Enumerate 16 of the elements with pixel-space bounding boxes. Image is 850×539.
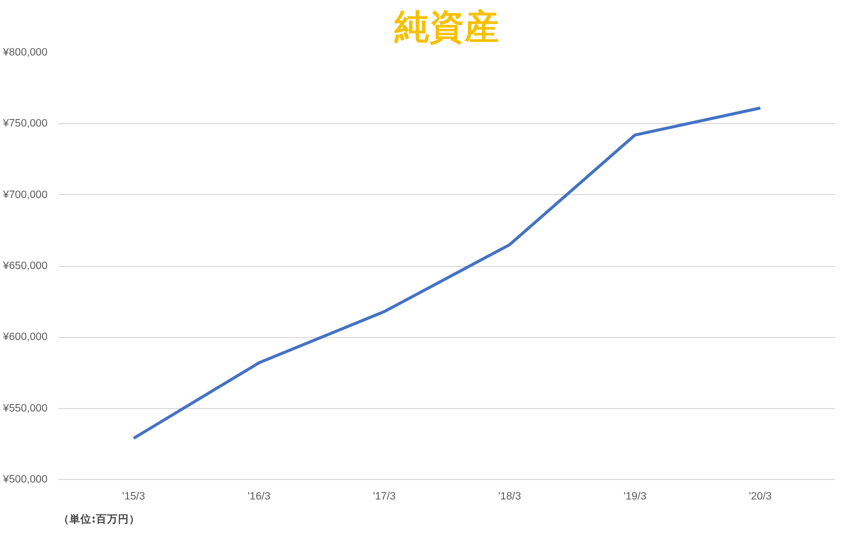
text: （単位:百万円） bbox=[58, 512, 140, 526]
y-tick-label: ¥500,000 bbox=[2, 474, 48, 486]
y-tick-label: ¥600,000 bbox=[2, 331, 48, 344]
x-tick-label: '16/3 bbox=[248, 490, 270, 502]
line-series bbox=[132, 106, 762, 440]
y-tick-label: ¥750,000 bbox=[2, 118, 48, 130]
x-tick-label: '17/3 bbox=[372, 490, 396, 502]
x-tick-label: '15/3 bbox=[122, 490, 146, 502]
y-tick-label: ¥650,000 bbox=[2, 260, 48, 272]
y-tick-label: ¥800,000 bbox=[2, 46, 48, 58]
x-tick-label: '18/3 bbox=[498, 490, 522, 502]
x-tick-label: '20/3 bbox=[748, 490, 772, 502]
y-tick-label: ¥700,000 bbox=[2, 188, 48, 201]
y-tick-label: ¥550,000 bbox=[2, 402, 48, 414]
chart-title: 純資産 bbox=[394, 8, 500, 48]
x-tick-label: '19/3 bbox=[624, 490, 646, 502]
